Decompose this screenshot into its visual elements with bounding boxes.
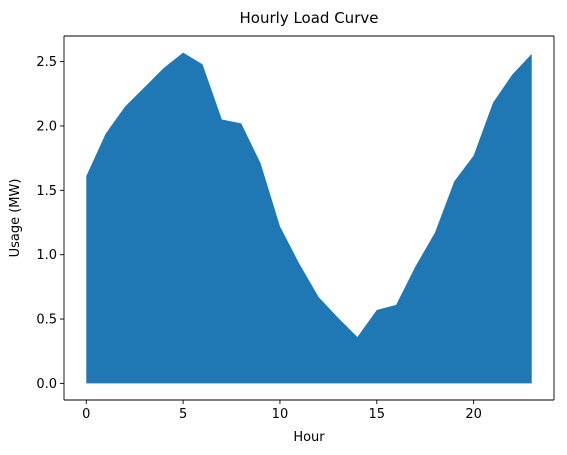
axes-frame [63,35,555,401]
area-series-0 [86,52,532,384]
y-tick-label: 2.0 [36,119,57,134]
y-tick-label: 0.0 [36,377,57,392]
y-tick-label: 2.5 [36,55,57,70]
x-tick-label: 20 [465,407,482,422]
y-tick-label: 1.0 [36,248,57,263]
y-ticks: 0.0 0.5 1.0 1.5 2.0 2.5 [36,55,64,392]
y-tick-label: 0.5 [36,313,57,328]
x-tick-label: 15 [369,407,386,422]
x-tick-label: 5 [179,407,187,422]
x-tick-label: 10 [272,407,289,422]
x-axis-label: Hour [293,430,325,445]
y-axis-label: Usage (MW) [8,179,23,258]
y-tick-label: 1.5 [36,184,57,199]
chart-title: Hourly Load Curve [240,9,379,27]
x-ticks: 0 5 10 15 20 [82,400,482,422]
area-layer [86,52,532,384]
x-tick-label: 0 [82,407,90,422]
